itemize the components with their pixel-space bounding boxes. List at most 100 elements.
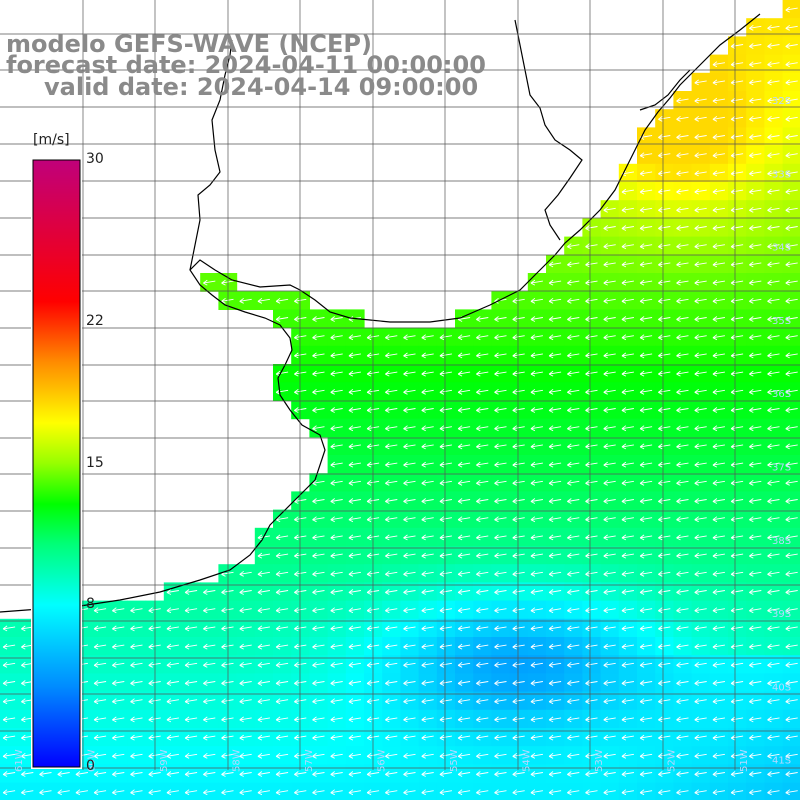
wind-arrow bbox=[676, 643, 689, 650]
wind-arrow bbox=[421, 680, 434, 686]
wind-arrow bbox=[130, 789, 143, 796]
wind-arrow bbox=[749, 206, 762, 213]
wind-arrow bbox=[621, 589, 634, 595]
wind-arrow bbox=[658, 443, 671, 450]
wind-arrow bbox=[275, 643, 289, 650]
wind-arrow bbox=[767, 188, 780, 195]
wind-arrow bbox=[694, 279, 707, 286]
wind-arrow bbox=[494, 516, 507, 523]
longitude-label: 52W bbox=[667, 749, 678, 772]
wind-arrow bbox=[749, 625, 762, 632]
wind-arrow bbox=[494, 370, 507, 377]
wind-arrow bbox=[785, 425, 798, 432]
wind-arrow bbox=[330, 680, 343, 686]
longitude-label: 56W bbox=[377, 749, 388, 772]
wind-arrow bbox=[330, 734, 343, 741]
wind-arrow bbox=[476, 643, 489, 650]
wind-arrow bbox=[476, 698, 489, 705]
latitude-label: 35S bbox=[772, 316, 791, 327]
wind-arrow bbox=[221, 661, 234, 668]
wind-arrow bbox=[676, 370, 689, 377]
wind-arrow bbox=[512, 370, 525, 377]
wind-arrow bbox=[385, 334, 398, 341]
wind-arrow bbox=[712, 297, 725, 304]
wind-arrow bbox=[530, 552, 543, 559]
wind-arrow bbox=[730, 680, 744, 686]
wind-arrow bbox=[767, 407, 780, 413]
wind-arrow bbox=[312, 552, 325, 559]
wind-arrow bbox=[712, 279, 725, 286]
wind-arrow bbox=[749, 589, 762, 595]
wind-arrow bbox=[330, 716, 343, 723]
wind-arrow bbox=[694, 534, 707, 541]
wind-arrow bbox=[385, 570, 398, 577]
wind-arrow bbox=[567, 625, 580, 632]
wind-arrow bbox=[639, 297, 653, 304]
wind-arrow bbox=[767, 79, 780, 86]
wind-arrow bbox=[548, 388, 562, 395]
wind-arrow bbox=[676, 352, 689, 359]
wind-arrow bbox=[421, 625, 434, 632]
wind-arrow bbox=[439, 334, 452, 341]
wind-arrow bbox=[439, 680, 452, 686]
wind-arrow bbox=[221, 589, 234, 595]
wind-arrow bbox=[785, 698, 798, 705]
latitude-label: 41S bbox=[772, 756, 791, 767]
wind-arrow bbox=[421, 752, 434, 759]
wind-arrow bbox=[421, 425, 434, 432]
wind-arrow bbox=[676, 388, 689, 395]
wind-arrow bbox=[548, 425, 562, 432]
wind-arrow bbox=[239, 625, 252, 632]
wind-arrow bbox=[530, 498, 543, 504]
wind-arrow bbox=[275, 771, 289, 777]
wind-arrow bbox=[639, 534, 653, 541]
wind-arrow bbox=[203, 680, 216, 686]
wind-arrow bbox=[767, 225, 780, 231]
wind-arrow bbox=[221, 771, 234, 777]
wind-arrow bbox=[93, 789, 107, 796]
wind-arrow bbox=[476, 534, 489, 541]
wind-arrow bbox=[512, 552, 525, 559]
wind-arrow bbox=[567, 589, 580, 595]
wind-arrow bbox=[476, 407, 489, 413]
wind-arrow bbox=[730, 243, 744, 250]
wind-arrow bbox=[403, 589, 416, 595]
wind-arrow bbox=[512, 661, 525, 668]
wind-arrow bbox=[639, 188, 653, 195]
wind-arrow bbox=[749, 752, 762, 759]
wind-arrow bbox=[603, 680, 616, 686]
wind-arrow bbox=[767, 680, 780, 686]
wind-arrow bbox=[785, 206, 798, 213]
wind-arrow bbox=[312, 607, 325, 614]
wind-arrow bbox=[585, 607, 598, 614]
lat-lon-grid: 32S 33S 34S 35S 36S 37S 38S 39S 40S 41S 61W 60W 59W 5… bbox=[0, 0, 800, 772]
wind-arrow bbox=[21, 771, 34, 777]
wind-arrow bbox=[184, 789, 198, 796]
wind-arrow bbox=[730, 134, 744, 140]
wind-arrow bbox=[312, 661, 325, 668]
wind-arrow bbox=[385, 716, 398, 723]
wind-arrow bbox=[658, 570, 671, 577]
wind-arrow bbox=[403, 534, 416, 541]
wind-arrow bbox=[749, 370, 762, 377]
wind-arrow bbox=[530, 570, 543, 577]
map-title-valid-date: valid date: 2024-04-14 09:00:00 bbox=[44, 73, 479, 101]
wind-arrow bbox=[694, 607, 707, 614]
wind-arrow bbox=[330, 771, 343, 777]
wind-arrow bbox=[312, 643, 325, 650]
wind-arrow bbox=[712, 680, 725, 686]
wind-arrow bbox=[730, 225, 744, 231]
wind-arrow bbox=[621, 370, 634, 377]
wind-arrow bbox=[621, 625, 634, 632]
wind-arrow bbox=[567, 570, 580, 577]
wind-arrow bbox=[658, 516, 671, 523]
wind-arrow bbox=[712, 115, 725, 122]
wind-arrow bbox=[548, 279, 562, 286]
wind-arrow bbox=[2, 789, 16, 796]
wind-arrow bbox=[439, 589, 452, 595]
wind-arrow bbox=[676, 479, 689, 486]
wind-arrow bbox=[767, 479, 780, 486]
wind-arrow bbox=[603, 534, 616, 541]
wind-arrow bbox=[385, 552, 398, 559]
wind-arrow bbox=[530, 625, 543, 632]
